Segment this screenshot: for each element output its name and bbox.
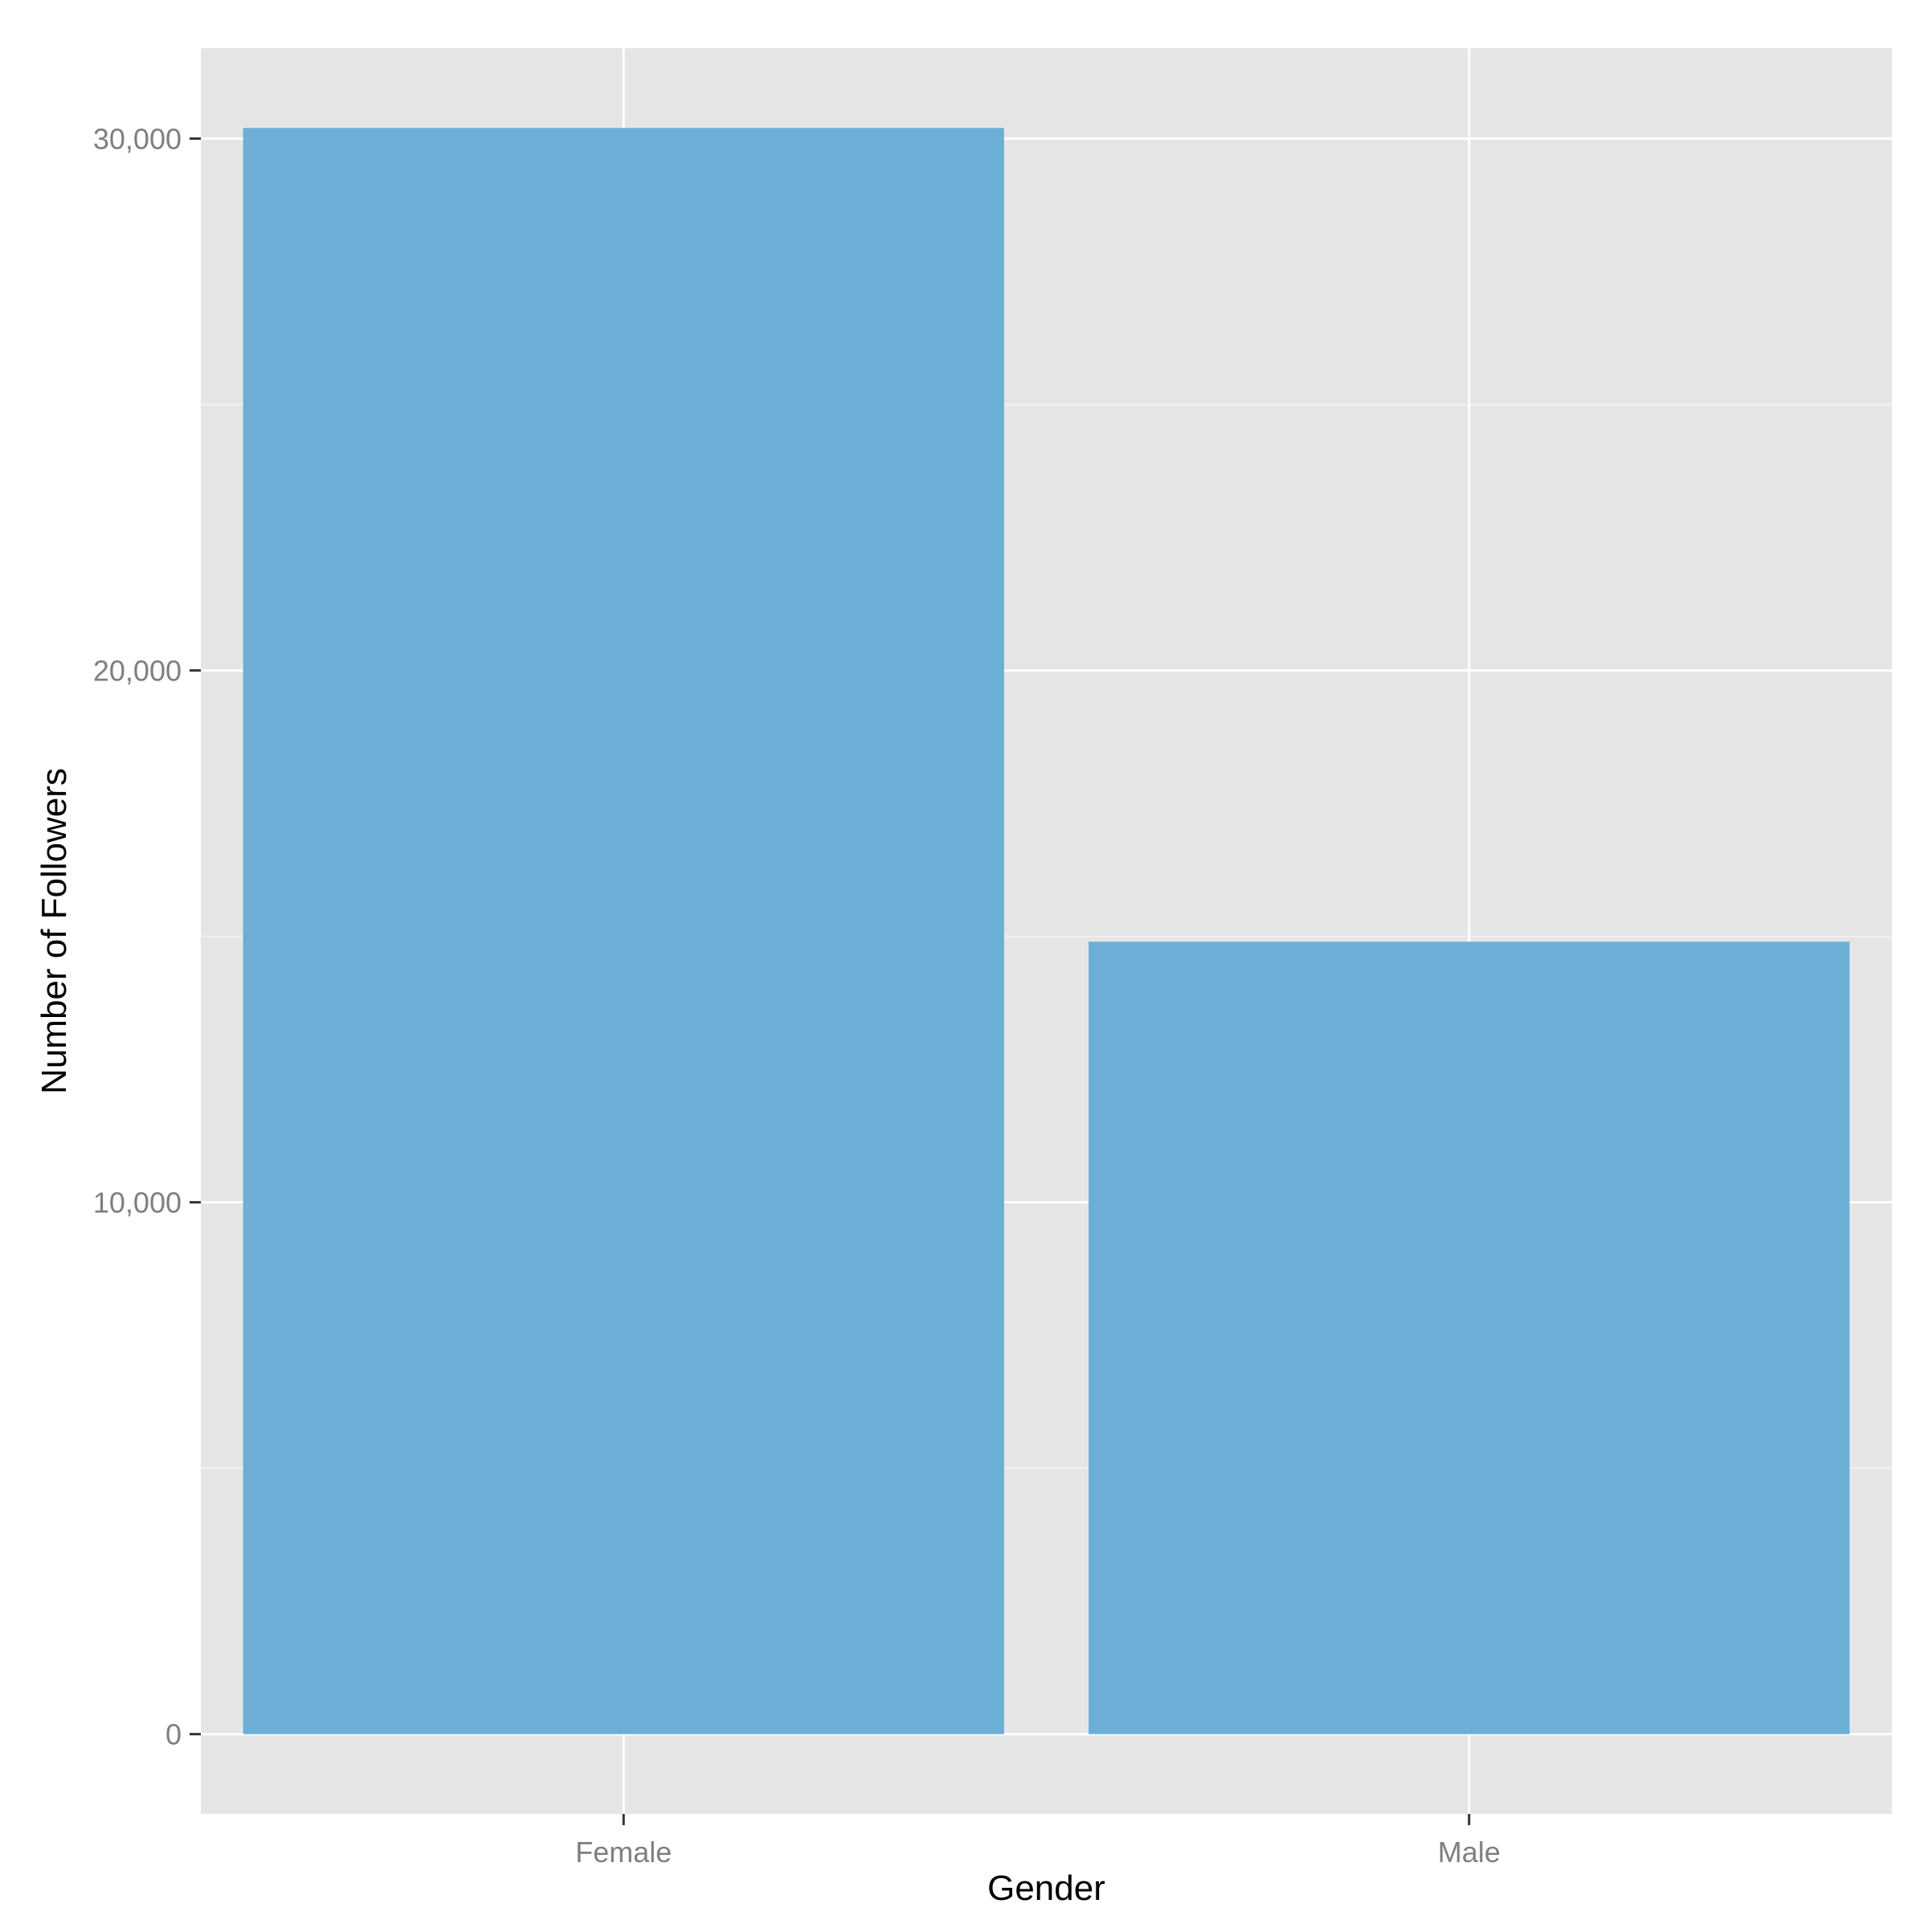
x-axis-ticks: Female Male	[575, 1814, 1501, 1869]
bars	[243, 128, 1850, 1734]
y-tick-label: 20,000	[93, 655, 182, 688]
x-tick-label: Male	[1438, 1836, 1501, 1869]
y-tick-label: 0	[165, 1718, 182, 1751]
y-tick-label: 30,000	[93, 123, 182, 156]
y-tick-label: 10,000	[93, 1187, 182, 1219]
y-axis-ticks: 0 10,000 20,000 30,000	[93, 123, 201, 1751]
x-axis-title: Gender	[987, 1869, 1105, 1908]
y-axis-title: Number of Followers	[35, 768, 74, 1094]
bar-female	[243, 128, 1004, 1734]
x-tick-label: Female	[575, 1836, 672, 1869]
bar-male	[1089, 941, 1850, 1734]
